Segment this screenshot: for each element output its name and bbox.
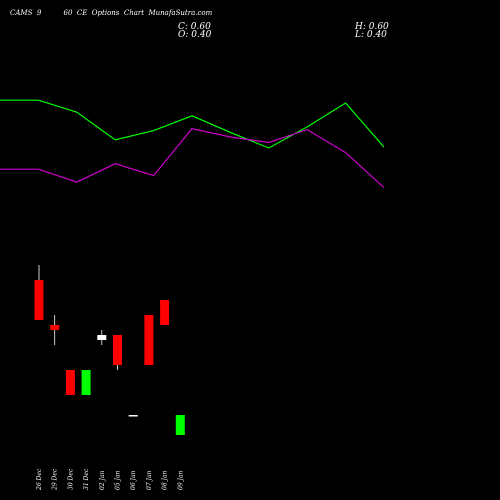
date-tick-label: 30 Dec bbox=[67, 468, 74, 490]
candle-body bbox=[113, 335, 122, 365]
low-value: L: 0.40 bbox=[355, 30, 387, 40]
candle-body bbox=[175, 415, 185, 435]
date-axis-labels: 26 Dec 29 Dec 30 Dec 31 Dec 02 Jan 05 Jan 06 J… bbox=[36, 468, 184, 491]
close-value: C: 0.60 bbox=[178, 22, 211, 32]
high-value: H: 0.60 bbox=[355, 22, 389, 32]
date-tick-label: 07 Jan bbox=[146, 470, 153, 490]
lower-band-line bbox=[0, 128, 385, 189]
date-tick-label: 29 Dec bbox=[52, 468, 59, 491]
candle-body bbox=[81, 370, 91, 395]
candle-body bbox=[34, 280, 44, 320]
candle-body bbox=[128, 415, 138, 417]
date-tick-label: 05 Jan bbox=[115, 470, 122, 490]
date-tick-label: 26 Dec bbox=[36, 468, 43, 491]
candlestick-series bbox=[34, 265, 185, 435]
date-tick-label: 06 Jan bbox=[130, 470, 137, 490]
upper-band-line bbox=[0, 99, 385, 149]
date-tick-label: 31 Dec bbox=[83, 468, 90, 490]
date-tick-label: 09 Jan bbox=[177, 470, 184, 490]
candle-body bbox=[50, 325, 60, 330]
date-tick-label: 02 Jan bbox=[99, 470, 106, 490]
open-value: O: 0.40 bbox=[178, 30, 212, 40]
candle-body bbox=[65, 370, 75, 395]
candle-body bbox=[144, 315, 154, 365]
candle-body bbox=[160, 300, 170, 325]
chart-title: CAMS 9 60 CE Options Chart MunafaSutra.c… bbox=[10, 9, 213, 17]
candle-body bbox=[97, 335, 107, 340]
date-tick-label: 08 Jan bbox=[162, 470, 169, 490]
